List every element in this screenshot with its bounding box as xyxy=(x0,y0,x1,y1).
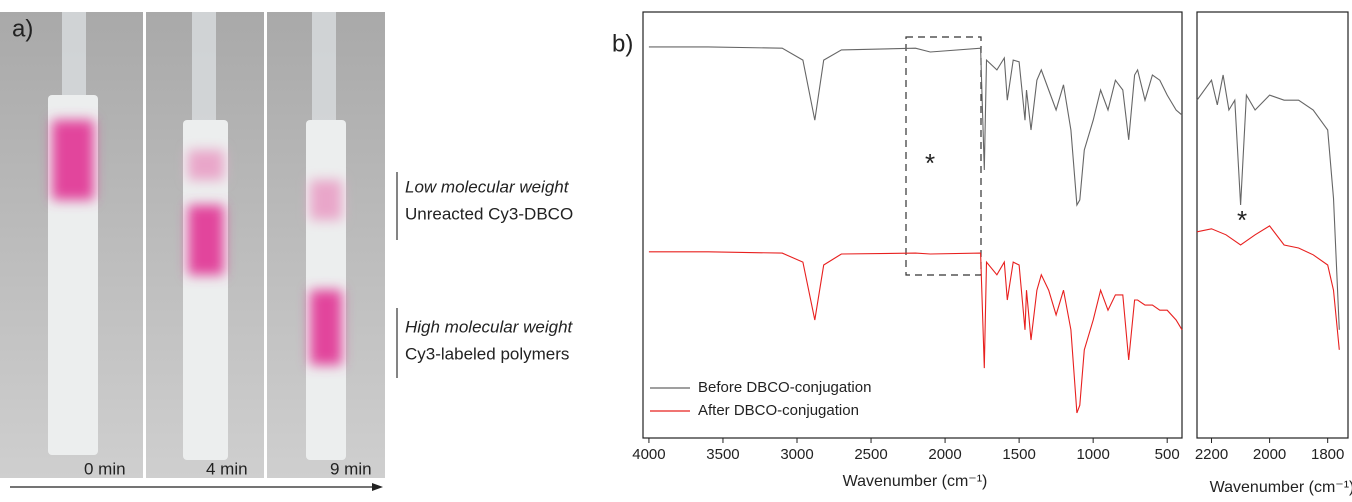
legend-label: After DBCO-conjugation xyxy=(698,402,859,419)
annotation-text: Unreacted Cy3-DBCO xyxy=(405,204,573,223)
plot-frame xyxy=(1196,11,1349,439)
annotation: * xyxy=(925,148,935,178)
photo xyxy=(0,12,982,491)
x-tick-label: 3500 xyxy=(706,446,739,463)
x-tick-label: 1000 xyxy=(1076,446,1109,463)
x-tick-label: 2000 xyxy=(1253,446,1286,463)
time-label: 9 min xyxy=(330,459,372,478)
x-tick-label: 4000 xyxy=(632,446,665,463)
x-tick-label: 2500 xyxy=(854,446,887,463)
spectrum-line xyxy=(648,251,1183,414)
x-tick-label: 500 xyxy=(1155,446,1180,463)
panel-label: b) xyxy=(612,30,633,57)
x-tick-label: 1500 xyxy=(1002,446,1035,463)
annotation-text: Cy3-labeled polymers xyxy=(405,344,569,363)
legend-label: Before DBCO-conjugation xyxy=(698,379,871,396)
x-axis-label: Wavenumber (cm⁻¹) xyxy=(1210,479,1352,496)
x-tick-label: 2000 xyxy=(928,446,961,463)
annotation: * xyxy=(1237,205,1247,235)
panel-label: a) xyxy=(12,15,33,42)
x-tick-label: 1800 xyxy=(1311,446,1344,463)
spectrum-line xyxy=(1196,225,1340,350)
annotation-title: Low molecular weight xyxy=(405,177,570,196)
x-tick-label: 2200 xyxy=(1195,446,1228,463)
x-tick-label: 3000 xyxy=(780,446,813,463)
x-axis-label: Wavenumber (cm⁻¹) xyxy=(843,473,988,490)
annotation-title: High molecular weight xyxy=(405,317,574,336)
time-label: 4 min xyxy=(206,459,248,478)
spectrum-line xyxy=(648,46,1183,207)
time-label: 0 min xyxy=(84,459,126,478)
spectrum-line xyxy=(1196,74,1340,330)
plot-frame xyxy=(642,11,1183,439)
